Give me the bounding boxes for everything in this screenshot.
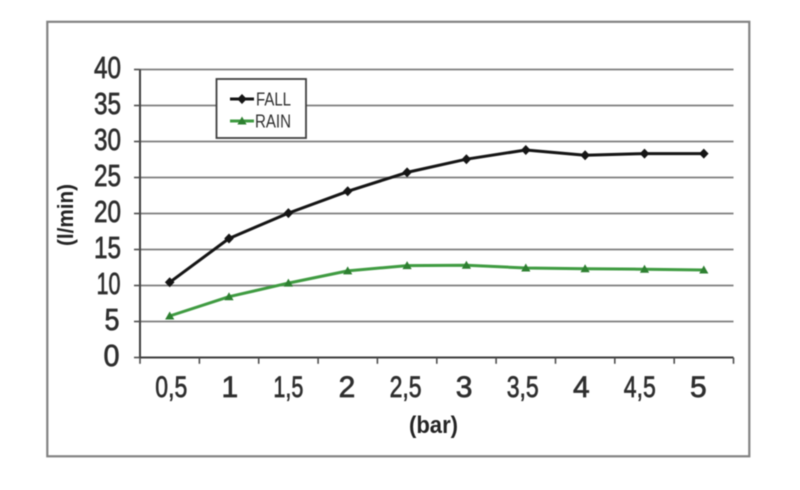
svg-text:25: 25 — [94, 158, 121, 193]
svg-text:(bar): (bar) — [409, 412, 458, 439]
svg-text:2: 2 — [339, 371, 356, 404]
svg-text:10: 10 — [97, 266, 121, 301]
svg-text:4,5: 4,5 — [624, 371, 656, 404]
svg-text:FALL: FALL — [256, 90, 291, 110]
svg-text:4: 4 — [573, 371, 590, 404]
svg-text:3: 3 — [456, 371, 473, 404]
svg-text:5: 5 — [105, 302, 120, 337]
svg-text:0,5: 0,5 — [155, 371, 187, 404]
svg-text:1,5: 1,5 — [273, 371, 303, 404]
svg-text:1: 1 — [222, 371, 239, 404]
svg-text:3,5: 3,5 — [507, 371, 539, 404]
svg-text:20: 20 — [94, 194, 121, 229]
svg-text:5: 5 — [690, 371, 707, 404]
svg-text:30: 30 — [94, 122, 121, 157]
svg-text:(l/min): (l/min) — [53, 184, 78, 246]
svg-text:0: 0 — [104, 338, 120, 373]
svg-text:35: 35 — [94, 86, 121, 121]
svg-text:40: 40 — [94, 50, 121, 85]
svg-text:2,5: 2,5 — [390, 371, 422, 404]
svg-text:RAIN: RAIN — [255, 112, 291, 132]
svg-text:15: 15 — [94, 230, 121, 265]
